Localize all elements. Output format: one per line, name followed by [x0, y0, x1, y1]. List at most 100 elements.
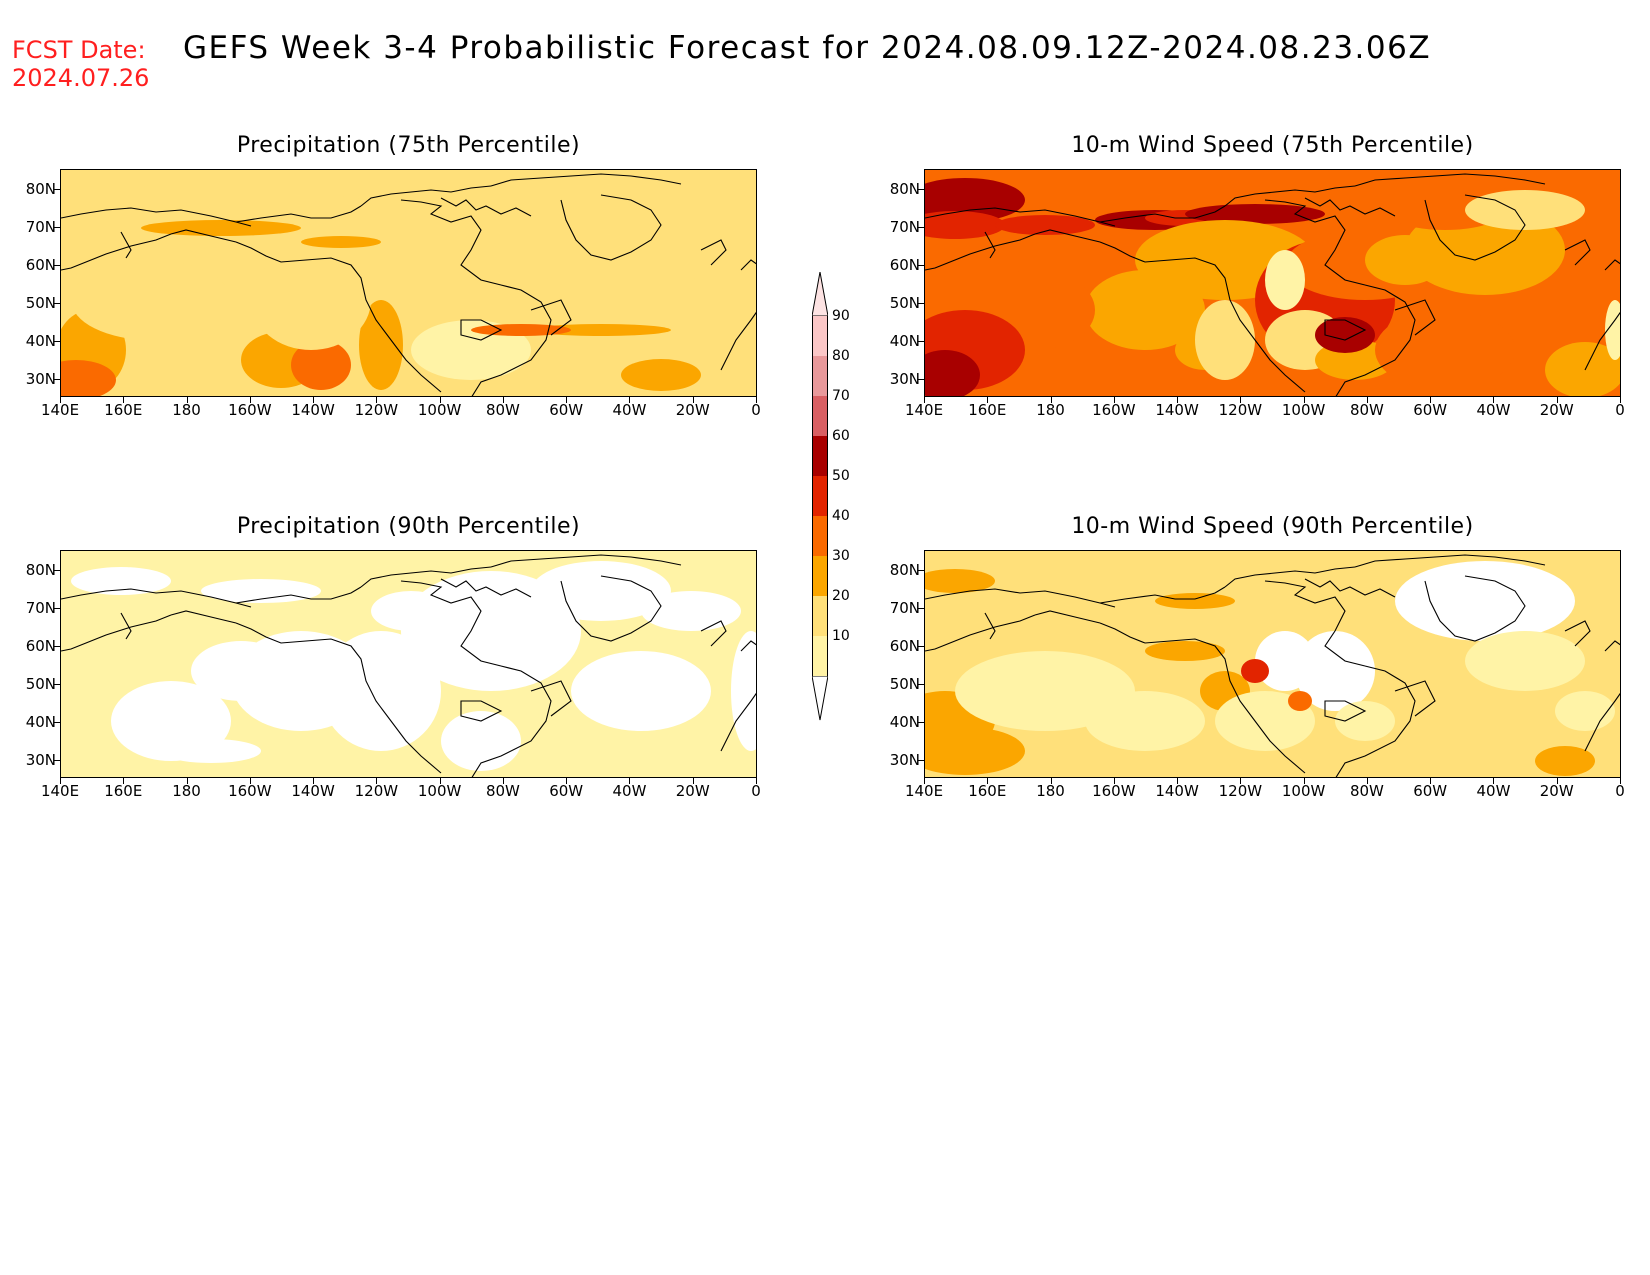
x-axis-tick	[1113, 778, 1115, 784]
coastline	[61, 233, 172, 271]
colorbar-bottom-arrow	[812, 676, 828, 721]
colorbar-legend: 90 80 70 60 50 40 30 20 10	[812, 272, 892, 721]
x-axis-tick	[1177, 778, 1179, 784]
x-axis-tick	[249, 778, 251, 784]
y-axis-label: 50N	[889, 294, 920, 312]
coastline	[120, 612, 132, 640]
y-axis-label: 80N	[25, 180, 56, 198]
y-axis-tick	[54, 379, 60, 380]
y-axis-tick	[54, 684, 60, 685]
coastline	[490, 173, 682, 187]
y-axis-tick	[918, 760, 924, 761]
coastline	[490, 554, 682, 568]
contour-region	[1315, 317, 1375, 353]
contour-region	[1085, 270, 1205, 350]
x-axis-label: 160E	[968, 401, 1007, 419]
y-axis-label: 60N	[889, 256, 920, 274]
contour-region	[301, 236, 381, 248]
x-axis-label: 140E	[904, 401, 944, 419]
coastline	[1424, 194, 1526, 261]
coastline	[61, 588, 252, 608]
y-axis-tick	[54, 760, 60, 761]
coastline	[1604, 640, 1620, 652]
x-axis-tick	[60, 397, 61, 403]
coastline	[700, 620, 727, 647]
x-axis-tick	[924, 778, 925, 784]
y-axis-tick	[54, 608, 60, 609]
x-axis-tick	[439, 778, 441, 784]
coastline	[1224, 185, 1356, 207]
x-axis-tick	[502, 397, 504, 403]
panel-title: 10-m Wind Speed (90th Percentile)	[1071, 514, 1474, 539]
x-axis-tick	[1493, 778, 1495, 784]
x-axis-label: 180	[172, 782, 201, 800]
x-axis-label: 80W	[1349, 401, 1384, 419]
y-axis-label: 40N	[25, 713, 56, 731]
contour-region	[1195, 300, 1255, 380]
coastline	[1564, 620, 1591, 647]
forecast-date-block: FCST Date: 2024.07.26	[12, 36, 149, 92]
y-axis-tick	[918, 265, 924, 266]
contour-region	[1335, 701, 1395, 741]
contour-region	[201, 579, 321, 603]
x-axis-tick	[629, 778, 631, 784]
coastline	[700, 239, 727, 266]
x-axis-tick	[186, 397, 188, 403]
coastline	[471, 665, 552, 777]
y-axis-tick	[54, 265, 60, 266]
contour-region	[501, 270, 741, 350]
x-axis-label: 20W	[1539, 782, 1574, 800]
contour-region	[1241, 659, 1269, 683]
x-axis-label: 0	[1615, 401, 1625, 419]
coastline	[360, 566, 492, 588]
x-axis-label: 100W	[1281, 782, 1326, 800]
y-axis-label: 70N	[25, 218, 56, 236]
x-axis-tick	[924, 397, 925, 403]
x-axis-label: 60W	[549, 401, 584, 419]
y-axis-label: 40N	[889, 713, 920, 731]
colorbar-label: 60	[832, 428, 850, 444]
x-axis-tick	[756, 778, 757, 784]
contour-region	[925, 350, 980, 396]
x-axis-label: 80W	[485, 401, 520, 419]
x-axis-label: 140W	[1155, 401, 1199, 419]
colorbar-label: 40	[832, 508, 850, 524]
contour-region	[61, 360, 116, 396]
x-axis-tick	[1050, 778, 1052, 784]
coastline	[925, 588, 1116, 608]
coastline	[170, 229, 237, 243]
contour-region	[291, 340, 351, 390]
contour-region	[441, 711, 521, 771]
map-field	[61, 551, 756, 777]
x-axis-label: 180	[172, 401, 201, 419]
coastline	[740, 640, 756, 652]
coastline	[235, 586, 362, 604]
x-axis-label: 100W	[417, 782, 462, 800]
x-axis-tick	[1620, 397, 1621, 403]
coastline	[1099, 205, 1226, 223]
contour-region	[925, 569, 995, 593]
colorbar-swatch	[812, 316, 828, 356]
contour-region	[641, 591, 741, 631]
contour-region	[925, 178, 1025, 222]
contour-region	[731, 631, 756, 751]
y-axis-label: 40N	[889, 332, 920, 350]
map-wind-75	[924, 169, 1621, 397]
contour-region	[995, 215, 1095, 235]
x-axis-label: 180	[1036, 401, 1065, 419]
colorbar-swatch	[812, 476, 828, 516]
coastline	[235, 205, 362, 223]
coastline	[925, 614, 1036, 652]
coastline	[1034, 610, 1101, 624]
x-axis-label: 140W	[1155, 782, 1199, 800]
coastline	[1394, 680, 1436, 717]
x-axis-label: 140E	[904, 782, 944, 800]
x-axis-label: 160E	[104, 782, 143, 800]
panel-title: Precipitation (90th Percentile)	[236, 514, 581, 539]
y-axis-label: 70N	[889, 218, 920, 236]
y-axis-tick	[54, 646, 60, 647]
x-axis-tick	[1113, 397, 1115, 403]
contour-region	[925, 211, 1005, 239]
x-axis-label: 140E	[40, 401, 80, 419]
coastline	[61, 207, 252, 227]
